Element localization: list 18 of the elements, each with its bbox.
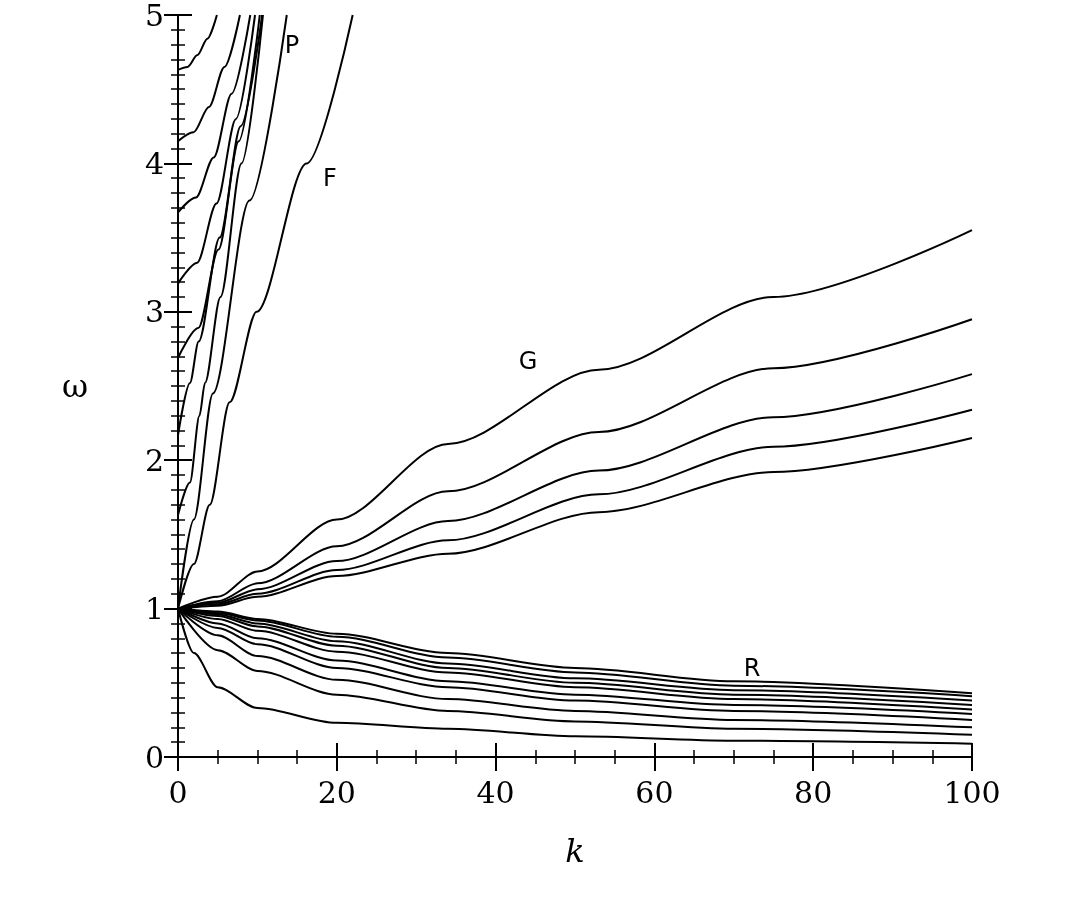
y-axis-title: ω [61,367,88,405]
x-tick-label: 20 [317,774,356,810]
annotation: F [323,164,337,192]
y-tick-label: 0 [144,739,164,775]
y-tick-label: 1 [144,591,164,627]
x-tick-label: 60 [635,774,674,810]
annotation: P [284,31,300,59]
x-tick-label: 40 [476,774,515,810]
y-tick-label: 3 [144,294,164,330]
y-tick-label: 2 [144,442,164,478]
y-tick-label: 5 [144,0,164,33]
x-axis-title: k [565,832,585,870]
x-tick-label: 100 [943,774,1001,810]
x-tick-label: 80 [794,774,833,810]
x-tick-label: 0 [168,774,188,810]
y-tick-label: 4 [144,145,164,181]
annotation: G [518,347,538,375]
annotation: R [743,654,761,682]
